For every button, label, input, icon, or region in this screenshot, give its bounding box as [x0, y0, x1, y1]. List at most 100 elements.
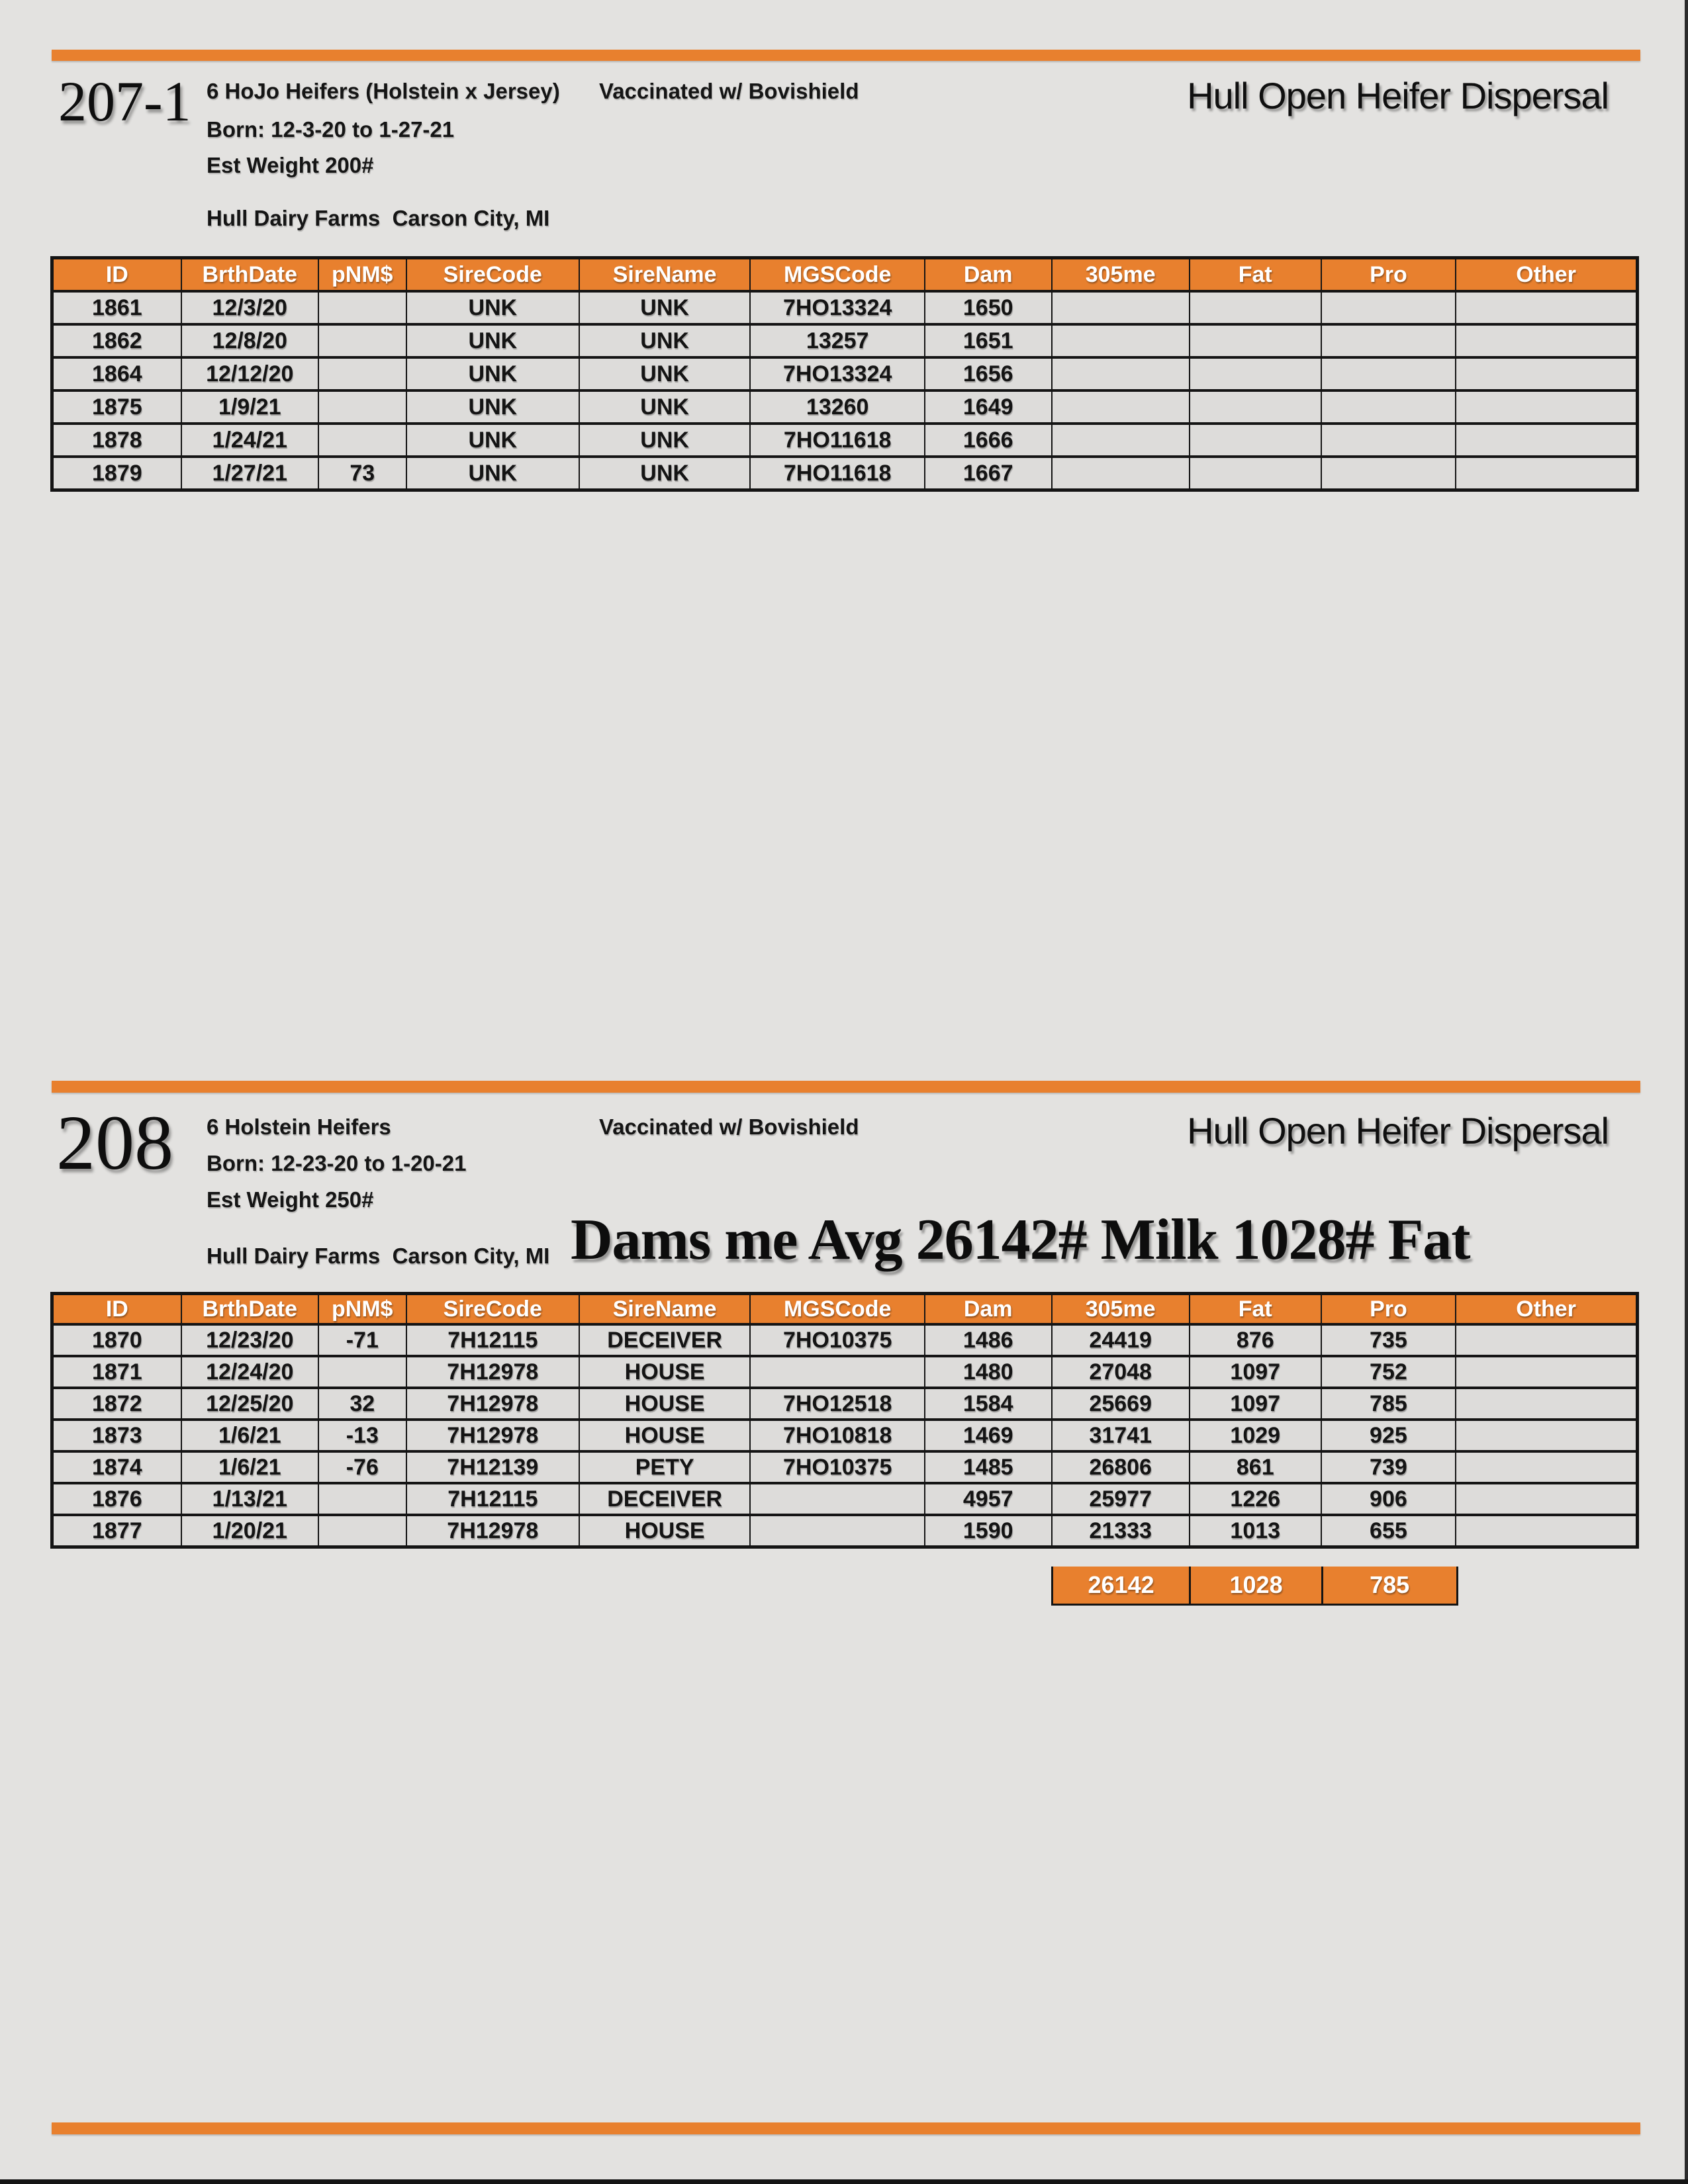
cell: 1/20/21: [180, 1514, 319, 1549]
column-header: ID: [51, 1292, 182, 1326]
cell: 861: [1188, 1450, 1322, 1484]
cell: [749, 1482, 925, 1516]
cell: 1651: [923, 323, 1053, 359]
cell: [1320, 389, 1457, 425]
column-header: SireName: [578, 256, 751, 293]
cell: [1455, 455, 1638, 492]
cell: 1/13/21: [180, 1482, 319, 1516]
cell: 1485: [923, 1450, 1053, 1484]
averages-row: 26142 1028 785: [50, 1567, 1639, 1606]
cell: [749, 1514, 925, 1549]
cell: 12/8/20: [180, 323, 319, 359]
cell: 13257: [749, 323, 925, 359]
cell: [1455, 1450, 1638, 1484]
cell: 7HO12518: [749, 1387, 925, 1421]
cell: [1051, 290, 1190, 326]
cell: [1455, 389, 1638, 425]
cell: 785: [1320, 1387, 1457, 1421]
cell: 26806: [1051, 1450, 1190, 1484]
cell: 12/12/20: [180, 356, 319, 392]
cell: HOUSE: [578, 1387, 751, 1421]
cell: UNK: [405, 290, 580, 326]
cell: -71: [317, 1323, 407, 1357]
cell: 7HO10818: [749, 1418, 925, 1453]
cell: 7H12115: [405, 1323, 580, 1357]
cell: -13: [317, 1418, 407, 1453]
cell: UNK: [405, 323, 580, 359]
cell: 1/27/21: [180, 455, 319, 492]
photo-edge-bottom: [0, 2179, 1688, 2184]
column-header: Fat: [1188, 256, 1322, 293]
cell: [1320, 356, 1457, 392]
empty-cell: [405, 1567, 579, 1605]
table-row: 1875 1/9/21 UNK UNK 13260 1649: [51, 389, 1638, 425]
empty-cell: [1457, 1567, 1639, 1605]
table-row: 1877 1/20/21 7H12978 HOUSE 1590 21333 1013 655: [51, 1514, 1638, 1549]
cell: [1455, 422, 1638, 458]
cell: 7HO10375: [749, 1323, 925, 1357]
cell: [317, 356, 407, 392]
cell: DECEIVER: [578, 1323, 751, 1357]
farm-location: Hull Dairy Farms Carson City, MI: [207, 1244, 550, 1268]
cell: [1455, 1323, 1638, 1357]
table-row: 1878 1/24/21 UNK UNK 7HO11618 1666: [51, 422, 1638, 458]
cell: DECEIVER: [578, 1482, 751, 1516]
cell: [1320, 422, 1457, 458]
cell: 32: [317, 1387, 407, 1421]
cell: [1455, 1355, 1638, 1389]
column-header: Other: [1455, 1292, 1638, 1326]
cell: [1455, 1514, 1638, 1549]
table-row: 1872 12/25/20 32 7H12978 HOUSE 7HO12518 1584 25…: [51, 1387, 1638, 1421]
divider-bar-bottom: [52, 2122, 1640, 2134]
cell: HOUSE: [578, 1355, 751, 1389]
cell: [1051, 356, 1190, 392]
cell: 7H12978: [405, 1418, 580, 1453]
empty-cell: [750, 1567, 925, 1605]
column-header: BrthDate: [180, 1292, 319, 1326]
cell: 1875: [51, 389, 182, 425]
cell: 876: [1188, 1323, 1322, 1357]
cell: 4957: [923, 1482, 1053, 1516]
cell: UNK: [578, 422, 751, 458]
cell: [1188, 455, 1322, 492]
cell: 12/25/20: [180, 1387, 319, 1421]
sale-title: Hull Open Heifer Dispersal: [1187, 75, 1609, 116]
cell: 1650: [923, 290, 1053, 326]
cell: 7HO11618: [749, 422, 925, 458]
cell: 735: [1320, 1323, 1457, 1357]
cell: 31741: [1051, 1418, 1190, 1453]
cell: [1051, 389, 1190, 425]
cell: 655: [1320, 1514, 1457, 1549]
cell: 1861: [51, 290, 182, 326]
cell: [317, 1355, 407, 1389]
cell: 1/9/21: [180, 389, 319, 425]
cell: 1/24/21: [180, 422, 319, 458]
cell: 1097: [1188, 1387, 1322, 1421]
table-row: 1862 12/8/20 UNK UNK 13257 1651: [51, 323, 1638, 359]
cell: 1656: [923, 356, 1053, 392]
born-range: Born: 12-3-20 to 1-27-21: [207, 117, 455, 142]
cell: 1480: [923, 1355, 1053, 1389]
cell: [1188, 323, 1322, 359]
cell: [1051, 422, 1190, 458]
cell: 925: [1320, 1418, 1457, 1453]
cell: 1871: [51, 1355, 182, 1389]
cell: UNK: [578, 290, 751, 326]
cell: 7H12978: [405, 1387, 580, 1421]
cell: [1455, 1482, 1638, 1516]
cell: [317, 422, 407, 458]
cell: 1486: [923, 1323, 1053, 1357]
cell: 12/23/20: [180, 1323, 319, 1357]
cell: 752: [1320, 1355, 1457, 1389]
column-header: Other: [1455, 256, 1638, 293]
averages-row-table: 26142 1028 785: [50, 1567, 1639, 1606]
farm-location: Hull Dairy Farms Carson City, MI: [207, 206, 550, 230]
cell: 1469: [923, 1418, 1053, 1453]
cell: 1877: [51, 1514, 182, 1549]
cell: [749, 1355, 925, 1389]
divider-bar-top: [52, 50, 1640, 61]
column-header: 305me: [1051, 256, 1190, 293]
cell: 24419: [1051, 1323, 1190, 1357]
cell: UNK: [405, 455, 580, 492]
lot-number-207-1: 207-1: [58, 69, 191, 133]
